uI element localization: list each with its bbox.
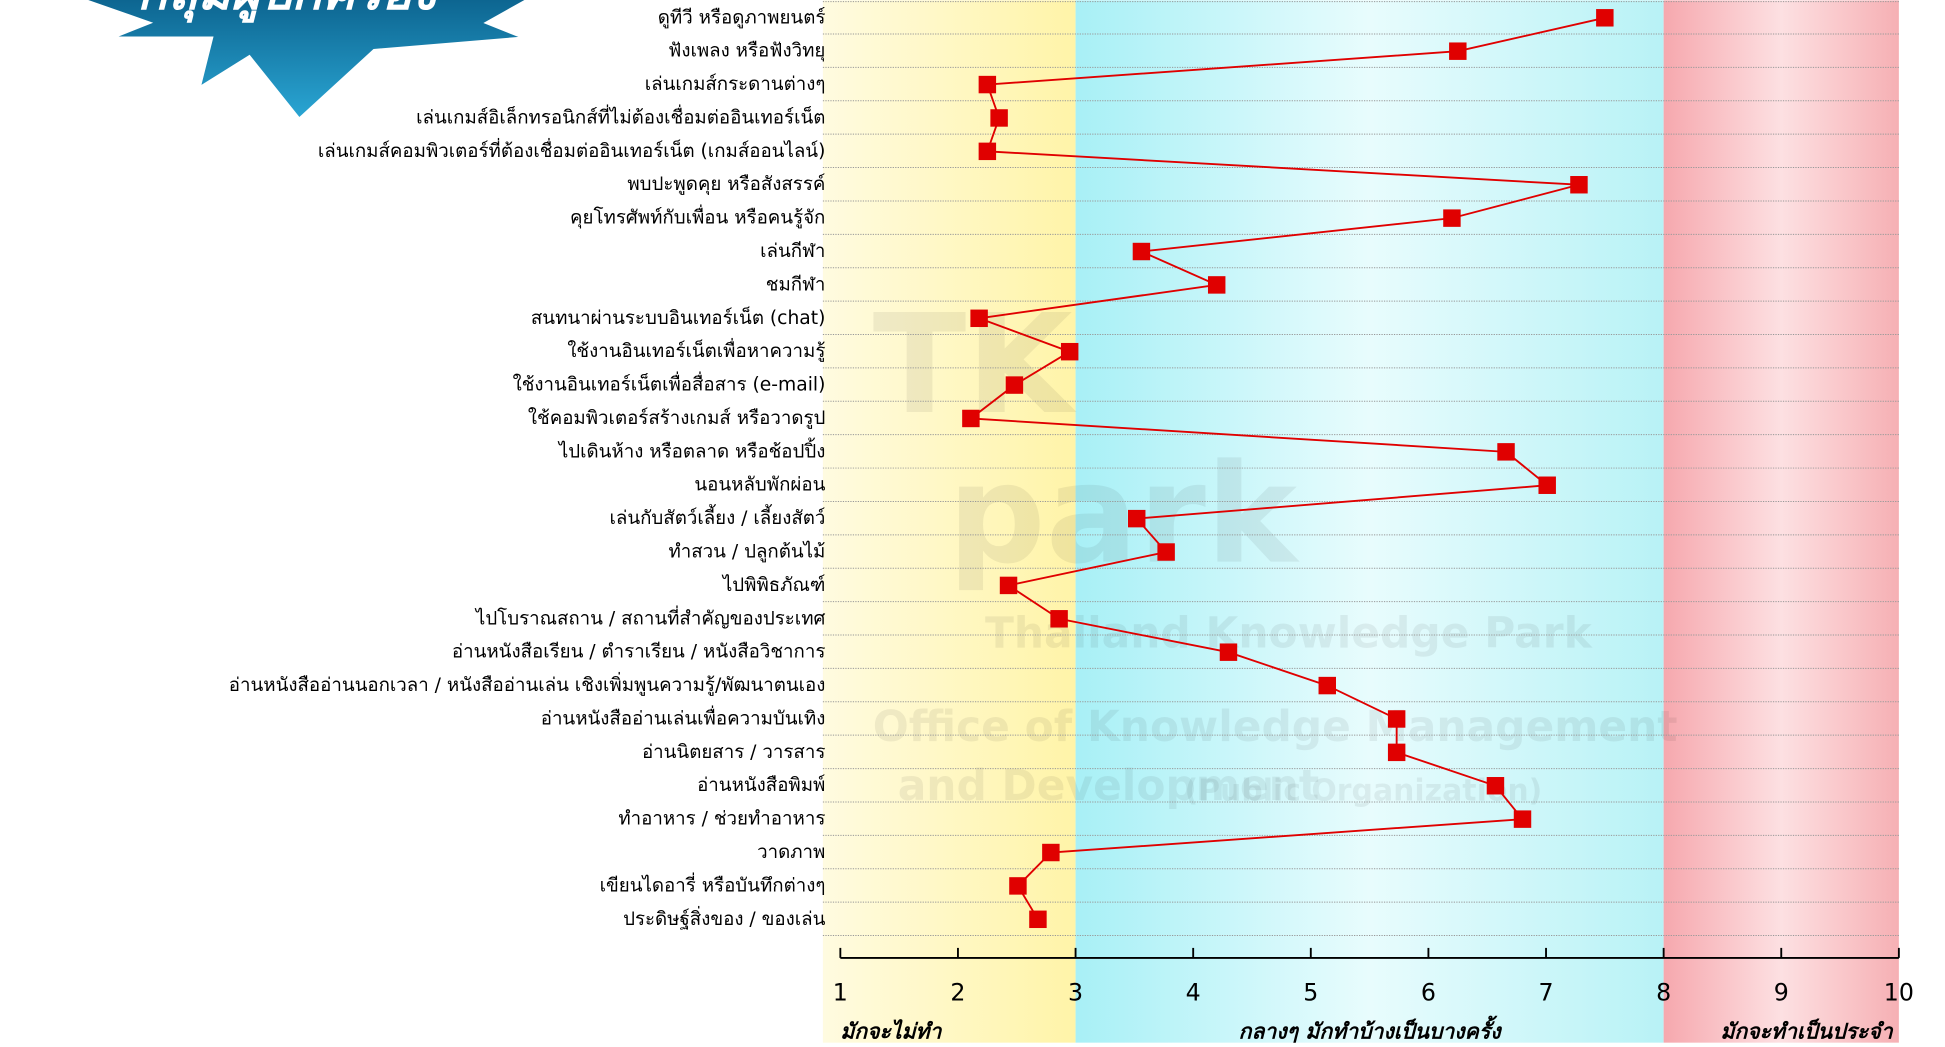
x-tick-label: 2 (950, 979, 965, 1007)
series-line (968, 16, 1606, 920)
marker (1513, 810, 1532, 828)
category-label: ทำอาหาร / ช่วยทำอาหาร (618, 809, 825, 830)
category-label: เล่นเกมส์คอมพิวเตอร์ที่ต้องเชื่อมต่ออินเ… (318, 138, 826, 162)
band-label: มักจะทำเป็นประจำ (1720, 1019, 1893, 1043)
marker (1318, 676, 1336, 695)
watermark-text: park (948, 436, 1300, 595)
marker (1060, 342, 1079, 361)
marker (978, 75, 997, 94)
category-label: ไปโบราณสถาน / สถานที่สำคัญของประเทศ (474, 605, 826, 629)
category-label: อ่านหนังสือเรียน / ตำราเรียน / หนังสือวิ… (452, 642, 826, 663)
category-label: วาดภาพ (757, 842, 825, 863)
x-tick-label: 3 (1068, 979, 1083, 1007)
x-tick-label: 7 (1538, 979, 1553, 1007)
plot: 1 2 3 4 5 6 7 8 9 10 (833, 9, 1914, 1007)
marker (1497, 443, 1515, 461)
x-tick-label: 9 (1774, 979, 1789, 1007)
category-label: ไปพิพิธภัณฑ์ (721, 574, 825, 596)
marker (1219, 643, 1238, 661)
marker (978, 142, 997, 161)
marker (1596, 9, 1614, 27)
marker (990, 109, 1008, 127)
marker (1538, 476, 1556, 494)
marker (962, 409, 980, 428)
marker (1387, 710, 1406, 728)
marker (1029, 910, 1047, 929)
marker (1005, 376, 1024, 394)
marker (1570, 176, 1588, 194)
category-label: นอนหลับพักผ่อน (694, 475, 825, 496)
category-label: คุยโทรศัพท์กับเพื่อน หรือคนรู้จัก (570, 205, 825, 230)
badge-shape (80, 0, 530, 121)
category-label: เล่นเกมส์อิเล็กทรอนิกส์ที่ไม่ต้องเชื่อมต… (416, 104, 825, 128)
category-label: ใช้งานอินเทอร์เน็ตเพื่อหาความรู้ (567, 338, 825, 362)
x-tick-label: 6 (1421, 979, 1436, 1007)
category-label: อ่านหนังสืออ่านนอกเวลา / หนังสืออ่านเล่น… (229, 672, 826, 696)
category-label: ประดิษฐ์สิ่งของ / ของเล่น (623, 906, 825, 930)
category-label: พบปะพูดคุย หรือสังสรรค์ (627, 173, 825, 196)
category-label: เล่นเกมส์กระดานต่างๆ (645, 73, 826, 95)
marker (1207, 276, 1226, 294)
marker (1128, 509, 1146, 528)
category-label: เขียนไดอารี่ หรือบันทึกต่างๆ (600, 872, 826, 896)
category-label: ใช้งานอินเทอร์เน็ตเพื่อสื่อสาร (e-mail) (513, 372, 826, 396)
category-label: อ่านหนังสืออ่านเล่นเพื่อความบันเทิง (541, 705, 826, 729)
marker (1042, 843, 1060, 862)
category-label: เล่นกับสัตว์เลี้ยง / เลี้ยงสัตว์ (610, 504, 826, 529)
band-label: มักจะไม่ทำ (840, 1019, 942, 1043)
x-tick-label: 5 (1303, 979, 1318, 1007)
marker (970, 309, 988, 328)
marker (1009, 877, 1027, 895)
marker (1449, 42, 1467, 60)
marker (999, 576, 1018, 595)
marker (1486, 777, 1505, 795)
category-label: ทำสวน / ปลูกต้นไม้ (668, 541, 825, 563)
category-label: ใช้คอมพิวเตอร์สร้างเกมส์ หรือวาดรูป (528, 407, 825, 429)
watermark-text: Office of Knowledge Management (873, 702, 1678, 751)
x-tick-label: 1 (833, 979, 848, 1007)
band-label: กลางๆ มักทำบ้างเป็นบางครั้ง (1239, 1016, 1503, 1043)
category-label: สนทนาผ่านระบบอินเทอร์เน็ต (chat) (531, 305, 825, 329)
badge: กลุ่มผู้ปกครอง (137, 0, 440, 23)
marker (1387, 743, 1406, 762)
marker (1050, 610, 1068, 628)
marker (1132, 242, 1151, 261)
watermark-text: Thailand Knowledge Park (985, 609, 1593, 658)
marker (1157, 543, 1175, 561)
watermark-text: (Public Organization) (1184, 774, 1542, 809)
band (1663, 0, 1899, 1043)
category-label: ดูทีวี หรือดูภาพยนตร์ (658, 6, 826, 28)
x-tick-label: 4 (1186, 979, 1201, 1007)
category-label: เล่นกีฬา (760, 241, 825, 262)
x-tick-label: 8 (1656, 979, 1671, 1007)
category-label: ไปเดินห้าง หรือตลาด หรือช้อปปิ้ง (557, 437, 826, 462)
category-label: อ่านนิตยสาร / วารสาร (642, 742, 825, 763)
category-label: ชมกีฬา (766, 274, 826, 295)
x-tick-label: 10 (1884, 979, 1914, 1007)
category-label: ฟังเพลง หรือฟังวิทยุ (668, 41, 825, 63)
marker (1443, 209, 1461, 227)
category-label: อ่านหนังสือพิมพ์ (697, 774, 825, 796)
